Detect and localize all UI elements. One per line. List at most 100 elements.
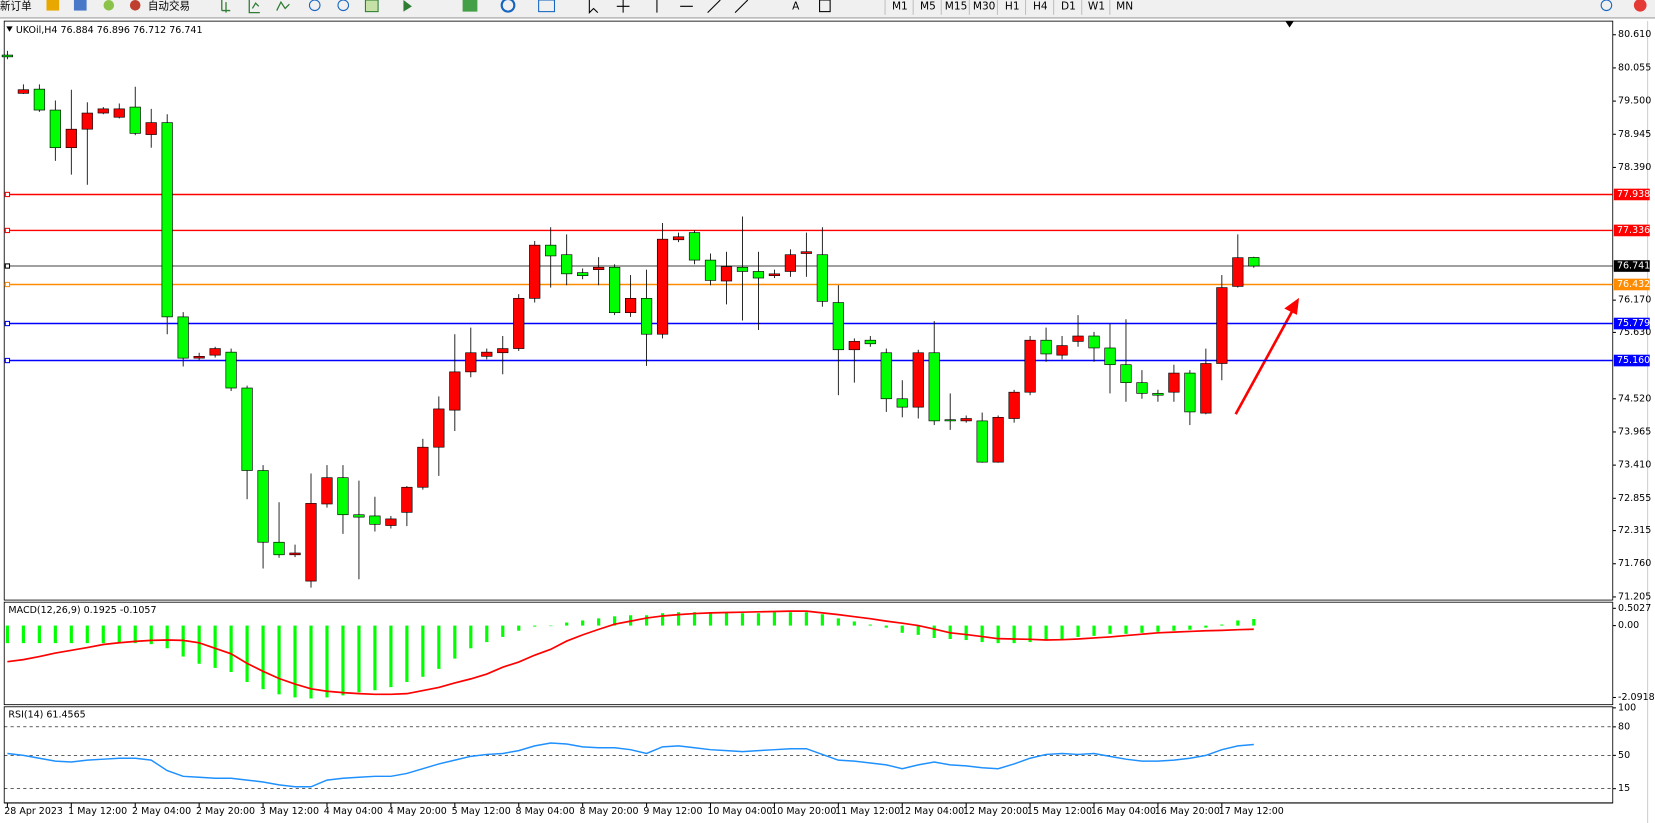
x-tick-label: 9 May 12:00	[643, 806, 702, 817]
macd-bar	[868, 624, 872, 626]
text-tool[interactable]: A	[792, 0, 800, 12]
periods-icon[interactable]	[500, 0, 516, 13]
icon[interactable]	[103, 0, 115, 11]
symbol-menu-marker	[6, 26, 13, 32]
macd-bar	[213, 625, 217, 668]
macd-bar	[309, 625, 313, 699]
level-label: 76.741	[1617, 261, 1650, 272]
x-tick-label: 16 May 04:00	[1091, 806, 1156, 817]
level-label-bg	[1613, 278, 1650, 291]
level-label: 77.336	[1617, 225, 1650, 236]
candle-body	[17, 89, 29, 94]
candle-body	[752, 271, 765, 279]
candle-body	[257, 470, 269, 543]
level-label-bg	[1613, 188, 1650, 201]
timeframe-button[interactable]: MN	[1116, 0, 1133, 12]
timeframe-button[interactable]: H4	[1033, 0, 1048, 12]
macd-bar	[1028, 625, 1032, 643]
candle-body	[912, 352, 924, 408]
macd-bar	[117, 625, 121, 644]
level-anchor	[4, 281, 11, 288]
macd-bar	[133, 625, 137, 644]
candle-body	[1040, 339, 1052, 355]
x-tick-label: 10 May 20:00	[771, 806, 836, 817]
candle-body	[33, 88, 45, 111]
timeframe-button[interactable]: M1	[892, 0, 908, 12]
line-tools[interactable]	[656, 0, 749, 14]
level-label-bg	[1613, 354, 1650, 367]
indicators-icon[interactable]	[462, 0, 478, 12]
toolbar-bg	[0, 0, 1655, 18]
candle-body	[640, 298, 653, 335]
candle-body	[561, 254, 573, 275]
candle-body	[529, 244, 541, 299]
macd-bar	[597, 618, 601, 626]
macd-bar	[37, 625, 41, 644]
candle-body	[1008, 391, 1020, 419]
candle-body	[289, 552, 301, 556]
macd-bar	[1220, 624, 1224, 626]
candle-body	[1072, 335, 1084, 342]
crosshair-icon[interactable]	[616, 0, 630, 13]
x-tick-label: 5 May 12:00	[452, 806, 511, 817]
notification-icon[interactable]	[1633, 0, 1647, 12]
templates-icon[interactable]	[538, 0, 556, 13]
level-anchor	[4, 263, 11, 269]
candle-body	[1152, 393, 1164, 396]
candle-body	[545, 244, 557, 257]
plot-layer: 80.610 80.055 79.500 78.945 78.390 76.170 75.6…	[1, 25, 1655, 817]
timeframe-button[interactable]: W1	[1088, 0, 1105, 12]
x-tick-label: 11 May 12:00	[835, 806, 900, 817]
new-order-button[interactable]: 新订单	[0, 0, 32, 12]
macd-bar	[692, 612, 697, 626]
candle-body	[880, 352, 892, 400]
timeframe-button[interactable]: M5	[920, 0, 936, 12]
candle-body	[225, 351, 237, 389]
macd-bar	[85, 625, 89, 644]
timeframe-button[interactable]: H1	[1005, 0, 1020, 12]
macd-bar	[836, 618, 840, 626]
icon[interactable]	[248, 0, 260, 14]
chart-shift-marker	[1285, 21, 1294, 28]
macd-bar	[501, 625, 505, 637]
cursor-icon[interactable]	[588, 0, 599, 14]
macd-bar	[613, 616, 617, 626]
icon[interactable]	[73, 0, 87, 11]
zoom-in[interactable]	[308, 0, 321, 12]
macd-bar	[1156, 625, 1160, 632]
zoom-out[interactable]	[337, 0, 350, 12]
macd-bar	[581, 620, 585, 626]
level-label-bg	[1613, 317, 1650, 330]
candle-body	[97, 108, 109, 114]
x-tick-label: 10 May 04:00	[707, 806, 772, 817]
icon[interactable]	[46, 0, 60, 11]
candle-body	[129, 106, 141, 134]
icon[interactable]	[276, 0, 290, 11]
auto-trading-icon[interactable]	[129, 0, 141, 11]
timeframe-button[interactable]: M15	[945, 0, 968, 12]
timeframe-button[interactable]: M30	[973, 0, 996, 12]
label-tool[interactable]	[819, 0, 831, 13]
macd-bar	[884, 625, 888, 628]
macd-bar	[1076, 625, 1080, 637]
y-tick-label: 0.00	[1618, 620, 1639, 631]
candle-body	[145, 122, 157, 135]
timeframe-button[interactable]: D1	[1061, 0, 1076, 12]
icon[interactable]	[403, 0, 412, 12]
tile-icon[interactable]	[364, 0, 379, 13]
candle-body	[1200, 363, 1212, 414]
candle-body	[1, 54, 13, 58]
macd-bar	[261, 625, 265, 690]
auto-trading-button[interactable]: 自动交易	[148, 0, 190, 12]
x-tick-label: 1 May 12:00	[68, 806, 127, 817]
icon[interactable]	[221, 0, 231, 13]
y-tick-label: 80.610	[1618, 29, 1651, 40]
macd-bar	[549, 625, 553, 627]
search-icon[interactable]	[1600, 0, 1613, 12]
timeframe-bar: M1 M5 M15 M30 H1 H4 D1 W1 MN	[884, 0, 1133, 15]
candle-body	[273, 541, 285, 556]
macd-bar	[341, 625, 345, 696]
candle-body	[848, 341, 860, 351]
candle-body	[832, 302, 844, 351]
macd-bar	[373, 625, 377, 691]
